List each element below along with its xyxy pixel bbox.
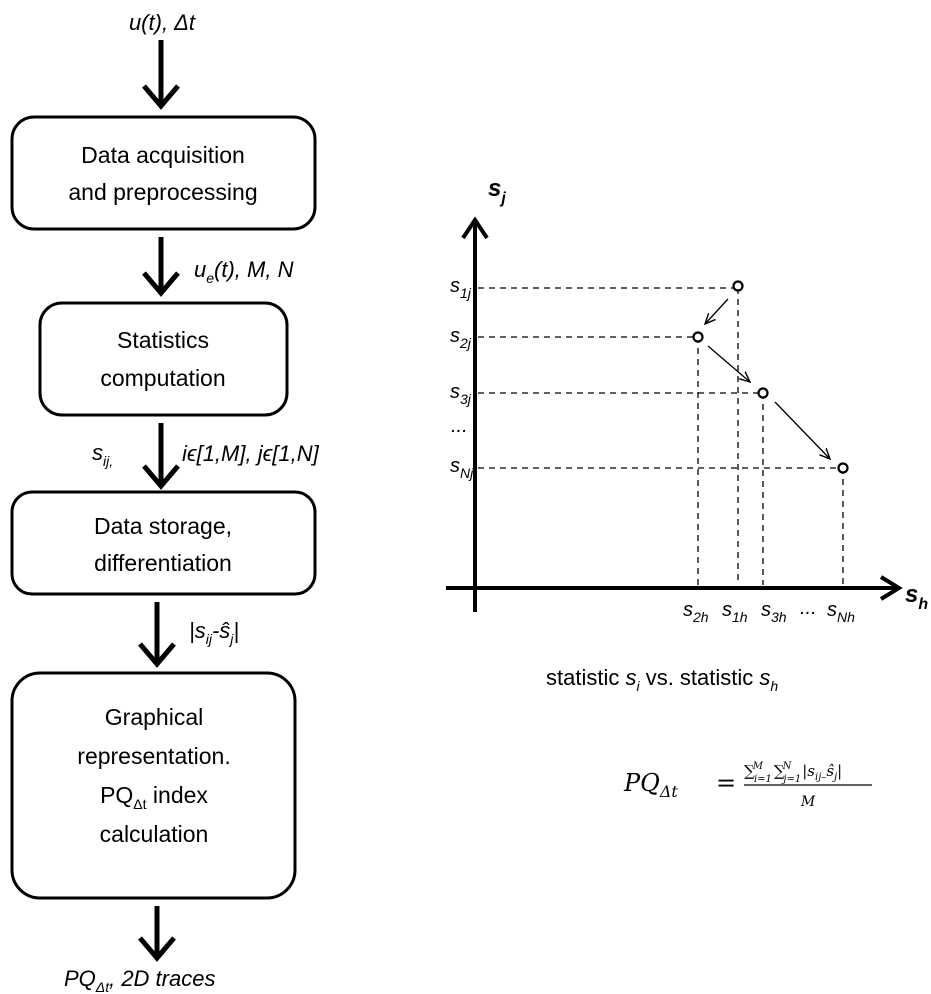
x-axis xyxy=(446,575,903,601)
box-data-storage: Data storage, differentiation xyxy=(10,490,317,596)
box-data-acquisition: Data acquisition and preprocessing xyxy=(10,115,317,231)
plot-caption: statistic si vs. statistic sh xyxy=(546,665,778,694)
box2-line2: computation xyxy=(100,365,225,391)
box3-line1: Data storage, xyxy=(94,513,232,539)
box4-line3: PQΔt index xyxy=(100,782,208,812)
x-tick-label: sNh xyxy=(827,599,855,625)
pq-formula: PQΔt = ∑M i=1 ∑N j=1|sij–ŝj| M xyxy=(623,761,872,810)
y-tick-label: s3j xyxy=(450,381,472,407)
x-axis-label: sh xyxy=(905,581,928,613)
x-tick-label: s2h xyxy=(683,599,709,625)
point-3 xyxy=(757,387,769,399)
box1-line2: and preprocessing xyxy=(68,179,257,205)
box4-line1: Graphical xyxy=(105,704,203,730)
box4-line4: calculation xyxy=(100,821,209,847)
arrow-2 xyxy=(142,237,180,297)
arrow3-label-range: iϵ[1,M], jϵ[1,N] xyxy=(182,441,320,466)
arrow-4 xyxy=(138,602,176,668)
box-statistics: Statistics computation xyxy=(38,301,289,417)
box2-line1: Statistics xyxy=(117,327,209,353)
flowchart: u(t), Δt Data acquisition and preprocess… xyxy=(10,10,320,994)
y-axis-label: sj xyxy=(488,175,506,207)
arrow4-label: |sij-ŝj| xyxy=(189,618,239,647)
scatter-plot: sj sh s1j s2j s3j ... xyxy=(446,175,928,694)
trajectory-arrows xyxy=(705,298,830,459)
guide-lines xyxy=(478,287,844,585)
y-tick-label: s2j xyxy=(450,325,472,351)
formula-denominator: M xyxy=(800,794,816,810)
y-tick-label: s1j xyxy=(450,275,472,301)
point-2 xyxy=(692,331,704,343)
x-tick-dots: ... xyxy=(800,597,817,619)
x-tick-label: s3h xyxy=(761,599,787,625)
y-tick-dots: ... xyxy=(451,415,468,437)
arrow3-label-s: sij, xyxy=(92,440,113,469)
box3-line2: differentiation xyxy=(94,550,232,576)
box1-line1: Data acquisition xyxy=(81,142,245,168)
x-tick-label: s1h xyxy=(722,599,748,625)
arrow-output xyxy=(138,906,176,962)
box4-line2: representation. xyxy=(77,743,230,769)
output-label: PQΔt, 2D traces xyxy=(64,966,215,994)
formula-equals: = xyxy=(716,769,736,797)
data-points xyxy=(692,280,849,474)
formula-lhs: PQΔt xyxy=(623,769,678,801)
arrow2-label: ue(t), M, N xyxy=(194,257,294,286)
input-label: u(t), Δt xyxy=(129,10,196,35)
arrow-input xyxy=(142,40,180,110)
point-N xyxy=(837,462,849,474)
box-graphical-representation: Graphical representation. PQΔt index cal… xyxy=(10,671,297,900)
point-1 xyxy=(732,280,744,292)
arrow-3 xyxy=(142,423,180,490)
y-tick-label: sNj xyxy=(450,455,474,481)
y-axis xyxy=(461,216,489,612)
formula-numerator: ∑M i=1 ∑N j=1|sij–ŝj| xyxy=(744,761,842,785)
